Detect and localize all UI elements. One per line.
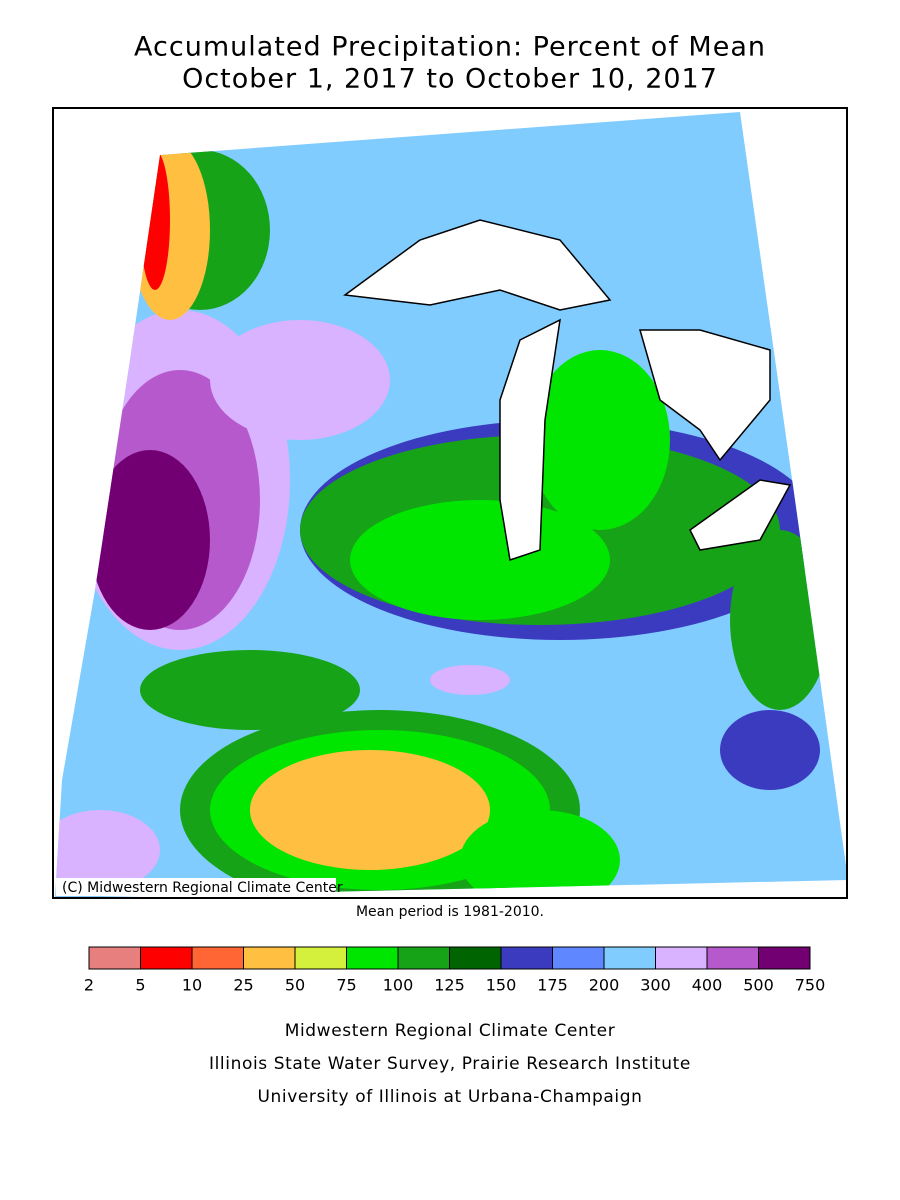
legend: 2 5 10 25 50 75 100 125 150 175 200 300 400 500 750 [84,946,826,995]
legend-swatch [191,946,244,970]
legend-swatch [655,946,708,970]
legend-swatch [603,946,656,970]
legend-tick-label: 125 [434,976,465,995]
legend-swatch [397,946,450,970]
legend-tick-label: 10 [182,976,202,995]
copyright: (C) Midwestern Regional Climate Center [62,880,343,896]
legend-tick-label: 200 [589,976,620,995]
credit: Midwestern Regional Climate Center [285,1021,616,1041]
mean-period-note: Mean period is 1981-2010. [356,904,544,920]
map-frame [52,107,848,899]
legend-tick-label: 500 [743,976,774,995]
lakes [343,219,792,561]
legend-tick-label: 5 [135,976,145,995]
legend-swatch [140,946,193,970]
legend-swatch [552,946,605,970]
copyright-box [56,878,336,896]
legend-swatch [294,946,347,970]
legend-tick-label: 400 [692,976,723,995]
legend-tick-label: 150 [486,976,517,995]
legend-tick-label: 175 [537,976,568,995]
title-line: October 1, 2017 to October 10, 2017 [182,64,718,95]
legend-swatch [758,946,811,970]
legend-tick-label: 300 [640,976,671,995]
legend-tick-label: 75 [336,976,356,995]
legend-tick-label: 750 [795,976,826,995]
legend-swatch [500,946,553,970]
legend-tick-label: 100 [383,976,414,995]
legend-tick-label: 50 [285,976,305,995]
legend-swatch [243,946,296,970]
legend-swatch [706,946,759,970]
credit: University of Illinois at Urbana-Champai… [257,1087,642,1107]
legend-tick-label: 2 [84,976,94,995]
legend-swatch [449,946,502,970]
legend-tick-label: 25 [233,976,253,995]
title-line: Accumulated Precipitation: Percent of Me… [134,32,766,63]
legend-swatch [88,946,141,970]
credit: Illinois State Water Survey, Prairie Res… [209,1054,691,1074]
legend-swatch [346,946,399,970]
